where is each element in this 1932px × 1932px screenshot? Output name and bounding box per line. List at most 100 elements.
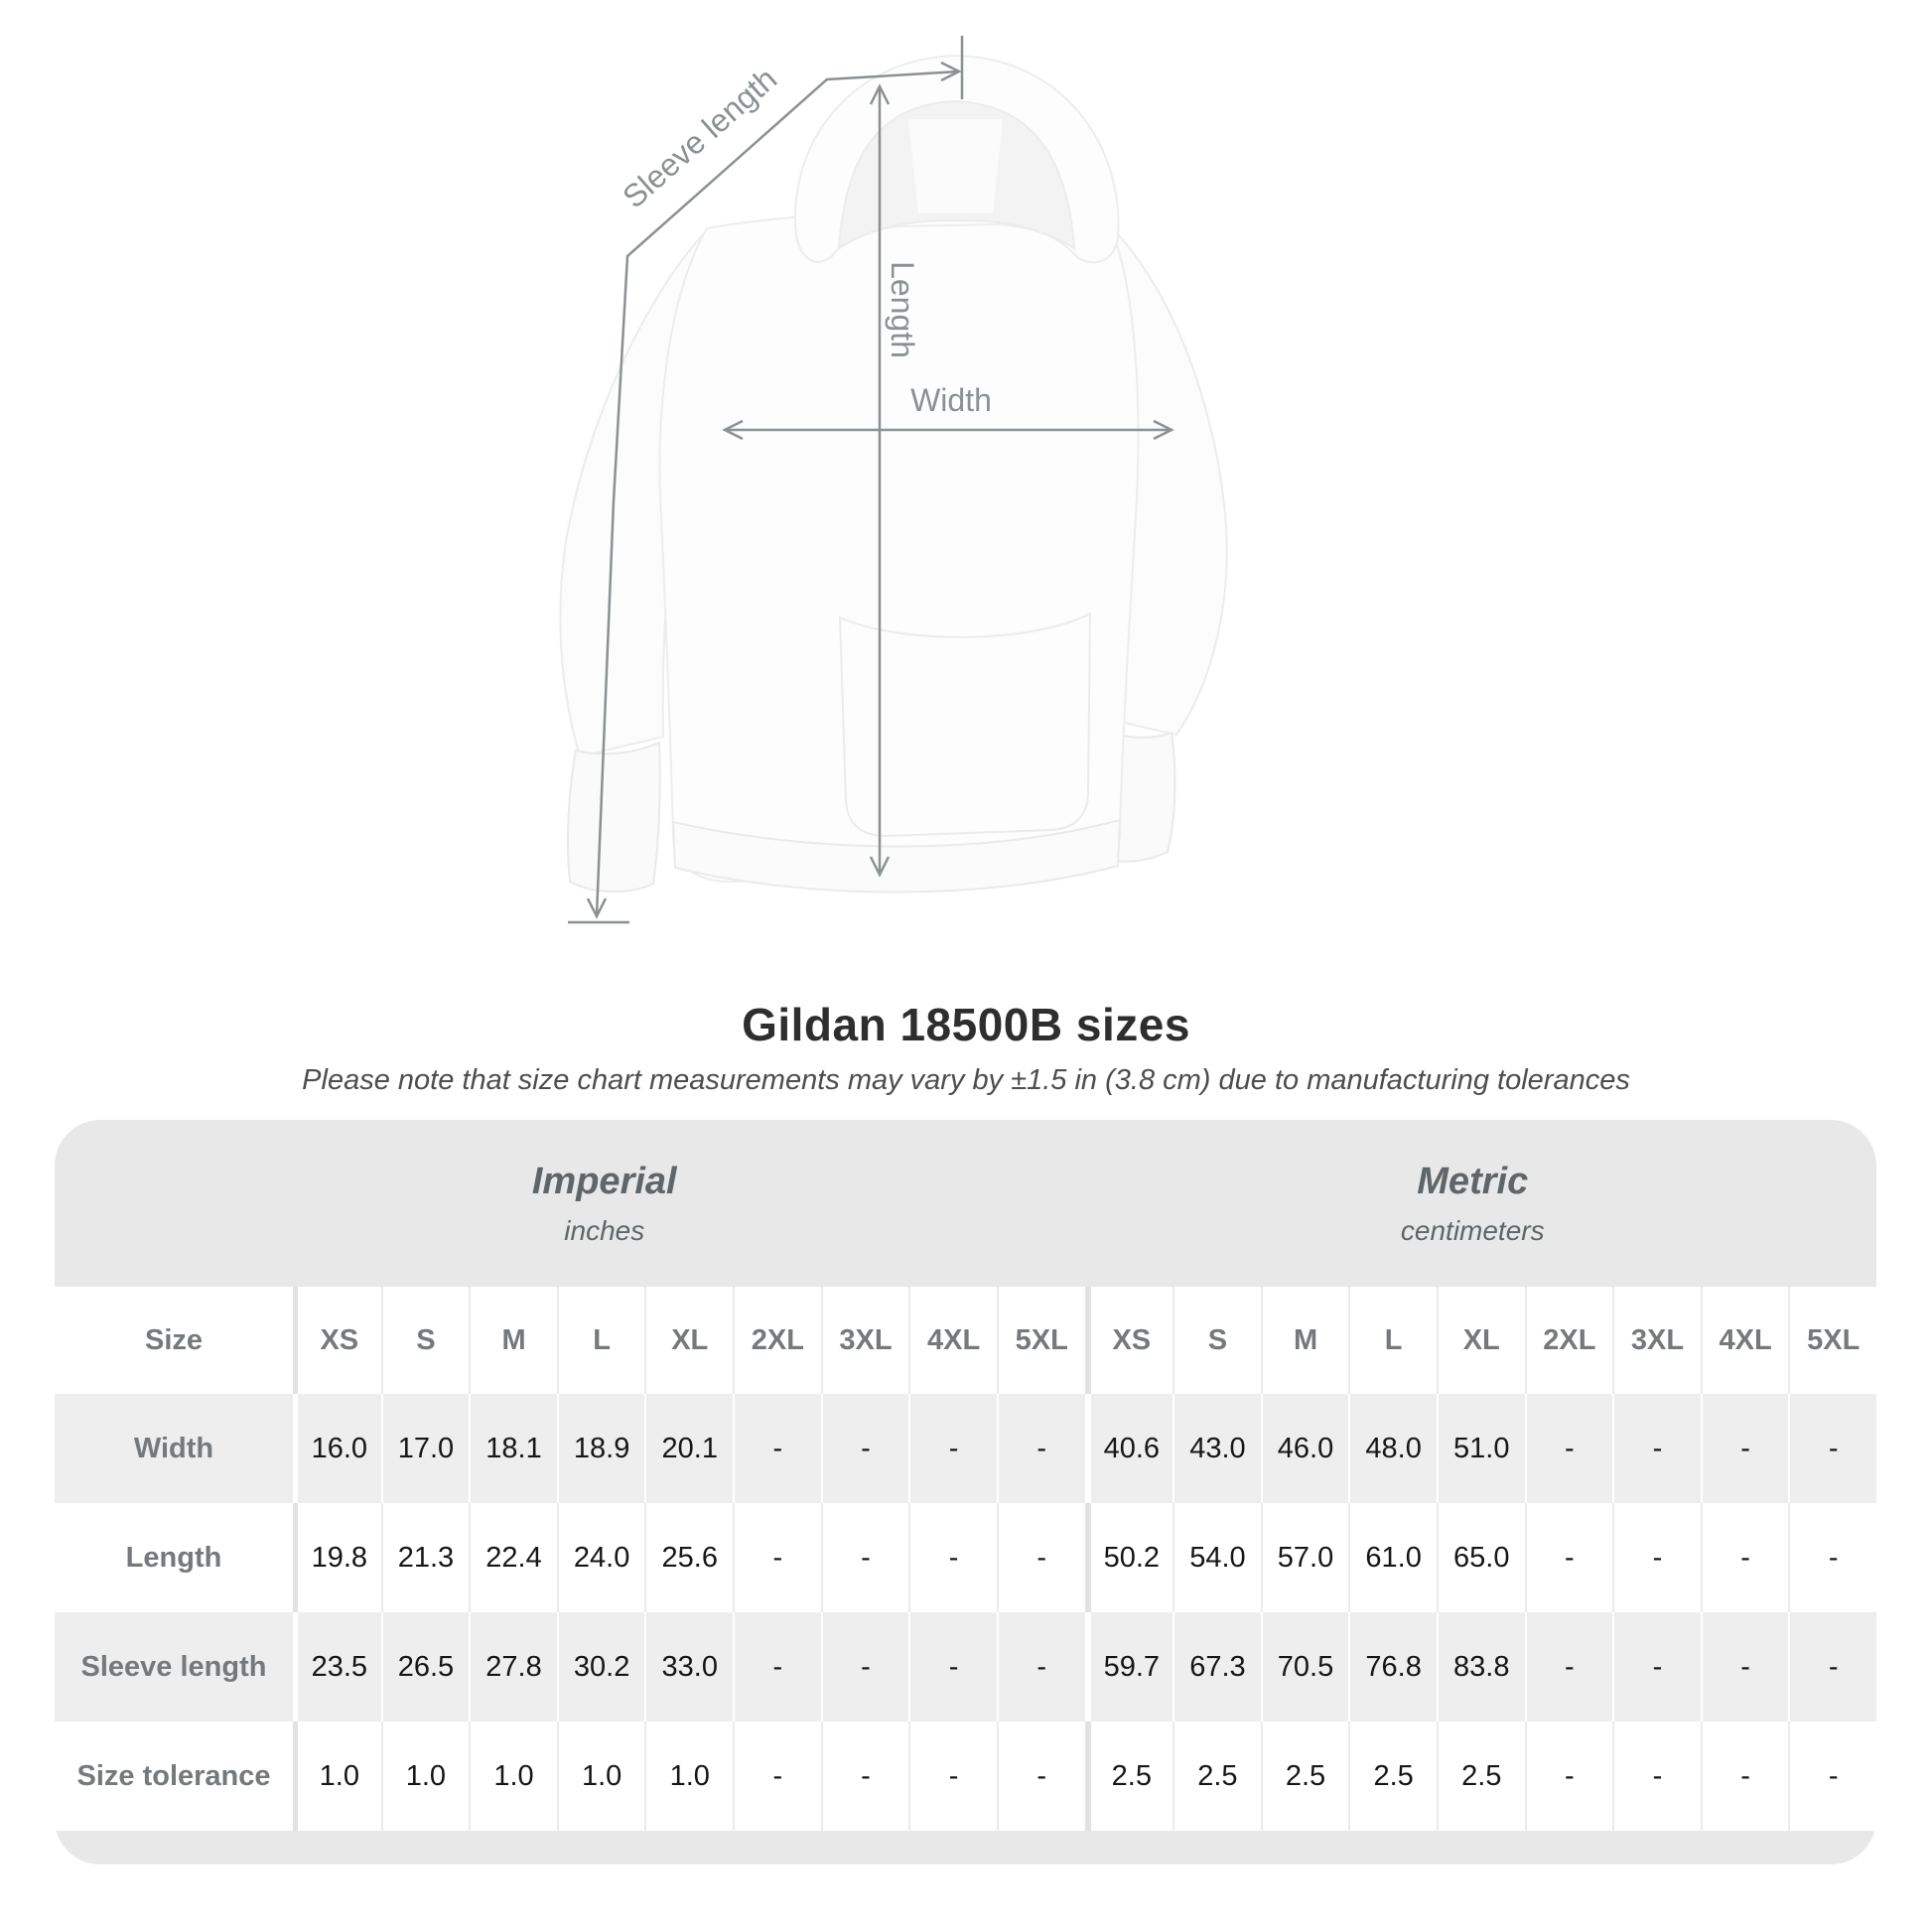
size-value-cell: 2.5 <box>1173 1722 1261 1831</box>
table-row: Sleeve length 23.5 26.5 27.8 30.2 33.0- - - -59.… <box>55 1612 1876 1722</box>
size-value-cell: 20.1 <box>644 1394 734 1503</box>
size-col-header: M <box>1260 1287 1349 1394</box>
size-col-header: 4XL <box>1700 1287 1789 1394</box>
arrow-up-icon <box>869 83 891 105</box>
size-value-cell: 40.6 <box>1084 1394 1173 1503</box>
size-value-cell: 43.0 <box>1173 1394 1261 1503</box>
size-value-cell: 65.0 <box>1436 1503 1525 1612</box>
row-label: Width <box>55 1394 293 1503</box>
size-value-cell: 1.0 <box>293 1722 381 1831</box>
hoodie-size-diagram: Sleeve length Length Width <box>559 36 1228 924</box>
size-col-header: 5XL <box>1788 1287 1876 1394</box>
sleeve-length-line <box>595 69 960 916</box>
size-col-header: 3XL <box>1612 1287 1701 1394</box>
size-value-cell: - <box>908 1503 997 1612</box>
table-row: Width 16.0 17.0 18.1 18.9 20.1- - - -40.6 43.0 46.… <box>55 1394 1876 1503</box>
size-value-cell: - <box>1788 1722 1876 1831</box>
metric-unit: centimeters <box>1400 1214 1545 1246</box>
size-value-cell: - <box>733 1503 821 1612</box>
imperial-label: Imperial <box>531 1160 677 1202</box>
size-value-cell: 50.2 <box>1084 1503 1173 1612</box>
arrow-down-icon <box>869 856 891 878</box>
size-value-cell: - <box>1788 1612 1876 1722</box>
size-col-header: XL <box>1436 1287 1525 1394</box>
size-value-cell: 2.5 <box>1348 1722 1437 1831</box>
size-col-header: XL <box>644 1287 733 1394</box>
row-label: Length <box>125 1541 222 1574</box>
row-label: Sleeve length <box>55 1612 293 1722</box>
size-col-header: 2XL <box>733 1287 821 1394</box>
size-value-cell: 24.0 <box>556 1503 645 1612</box>
arrow-left-icon <box>722 419 744 441</box>
size-value-cell: 83.8 <box>1436 1612 1525 1722</box>
size-value-cell: - <box>1612 1503 1701 1612</box>
size-value-cell: 1.0 <box>380 1722 470 1831</box>
size-value-cell: 23.5 <box>293 1612 381 1722</box>
length-label: Length <box>885 261 920 358</box>
arrow-right-icon <box>1153 419 1174 441</box>
size-value-cell: - <box>996 1612 1085 1722</box>
size-value-cell: 33.0 <box>644 1612 734 1722</box>
table-row: Length 19.8 21.3 22.4 24.0 25.6- - - -50.2 54.0 57… <box>55 1503 1876 1612</box>
size-value-cell: - <box>996 1394 1085 1503</box>
size-value-cell: 1.0 <box>556 1722 645 1831</box>
size-value-cell: - <box>733 1612 821 1722</box>
size-value-cell: 46.0 <box>1260 1394 1349 1503</box>
size-value-cell: 17.0 <box>380 1394 470 1503</box>
size-col-header: 2XL <box>1524 1287 1613 1394</box>
size-value-cell: - <box>733 1722 821 1831</box>
size-value-cell: 16.0 <box>293 1394 381 1503</box>
size-value-cell: - <box>1700 1394 1789 1503</box>
size-col-header: L <box>1348 1287 1437 1394</box>
size-value-cell: - <box>1524 1722 1613 1831</box>
size-value-cell: 27.8 <box>469 1612 557 1722</box>
size-value-cell: - <box>1700 1612 1789 1722</box>
hoodie-illustration <box>559 54 1228 894</box>
metric-group-header: Metric centimeters <box>1084 1120 1876 1287</box>
metric-label: Metric <box>1417 1160 1529 1202</box>
size-value-cell: - <box>908 1394 997 1503</box>
size-value-cell: 61.0 <box>1348 1503 1437 1612</box>
size-value-cell: 2.5 <box>1436 1722 1525 1831</box>
size-value-cell: - <box>1788 1503 1876 1612</box>
size-value-cell: - <box>820 1503 909 1612</box>
size-value-cell: - <box>1700 1722 1789 1831</box>
arrow-down-icon <box>586 897 608 919</box>
size-value-cell: 22.4 <box>469 1503 557 1612</box>
size-col-header: 4XL <box>908 1287 997 1394</box>
size-value-cell: 2.5 <box>1260 1722 1349 1831</box>
size-value-cell: - <box>820 1722 909 1831</box>
page-title: Gildan 18500B sizes <box>742 999 1190 1050</box>
size-value-cell: 51.0 <box>1436 1394 1525 1503</box>
size-value-cell: - <box>1612 1612 1701 1722</box>
size-value-cell: - <box>1788 1394 1876 1503</box>
size-value-cell: 30.2 <box>556 1612 645 1722</box>
size-value-cell: 70.5 <box>1260 1612 1349 1722</box>
size-value-cell: - <box>1524 1503 1613 1612</box>
tolerance-note: Please note that size chart measurements… <box>302 1064 1630 1096</box>
size-value-cell: - <box>1612 1722 1701 1831</box>
size-value-cell: 54.0 <box>1173 1503 1261 1612</box>
arrow-right-icon <box>940 61 962 82</box>
measurement-lines <box>568 36 1174 924</box>
size-value-cell: 18.9 <box>556 1394 645 1503</box>
size-value-cell: 1.0 <box>644 1722 733 1831</box>
size-value-cell: - <box>996 1722 1085 1831</box>
unit-header-row: Imperial inches Metric centimeters <box>55 1120 1876 1287</box>
size-col-header: 3XL <box>820 1287 909 1394</box>
size-value-cell: - <box>1524 1612 1613 1722</box>
size-value-cell: 57.0 <box>1260 1503 1349 1612</box>
size-value-cell: 1.0 <box>469 1722 557 1831</box>
size-col-header: XS <box>293 1287 381 1394</box>
table-row: Size XS S M L XL 2XL 3XL 4XL 5XL XS S M L XL 2XL 3XL 4XL 5… <box>55 1287 1876 1394</box>
table-row: Size tolerance 1.0 1.0 1.0 1.0 1.0- - - -2.5 2.5 2… <box>55 1722 1876 1831</box>
row-label: Size tolerance <box>76 1759 271 1792</box>
size-col-header: S <box>380 1287 470 1394</box>
size-value-cell: - <box>820 1612 909 1722</box>
size-value-cell: - <box>996 1503 1085 1612</box>
size-grid-rows: Size XS S M L XL 2XL 3XL 4XL 5XL XS S M L XL 2XL 3XL 4XL 5… <box>55 1287 1876 1831</box>
size-col-header: M <box>469 1287 557 1394</box>
imperial-unit: inches <box>564 1214 645 1246</box>
size-header-cell: Size <box>144 1323 204 1356</box>
